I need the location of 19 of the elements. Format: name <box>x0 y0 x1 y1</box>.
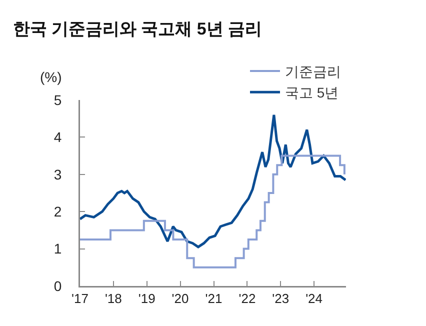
y-tick-label: 3 <box>54 166 62 182</box>
x-tick-label: '22 <box>238 291 256 306</box>
y-tick-label: 2 <box>54 204 62 220</box>
x-tick-label: '19 <box>138 291 156 306</box>
line-series <box>80 114 346 248</box>
legend-label: 기준금리 <box>285 63 341 80</box>
x-tick-label: '18 <box>104 291 122 306</box>
chart-title: 한국 기준금리와 국고채 5년 금리 <box>12 20 262 39</box>
y-tick-label: 4 <box>54 129 62 146</box>
y-tick-label: 5 <box>54 92 62 108</box>
x-tick-label: '24 <box>306 291 323 306</box>
x-tick-label: '20 <box>172 291 189 306</box>
y-tick-label: 1 <box>54 240 62 257</box>
x-tick-label: '21 <box>205 291 222 306</box>
y-tick-label: 0 <box>54 278 62 294</box>
x-tick-label: '17 <box>72 291 88 306</box>
x-tick-label: '23 <box>272 291 290 306</box>
legend-label: 국고 5년 <box>285 84 339 101</box>
y-axis-title: (%) <box>40 69 62 85</box>
